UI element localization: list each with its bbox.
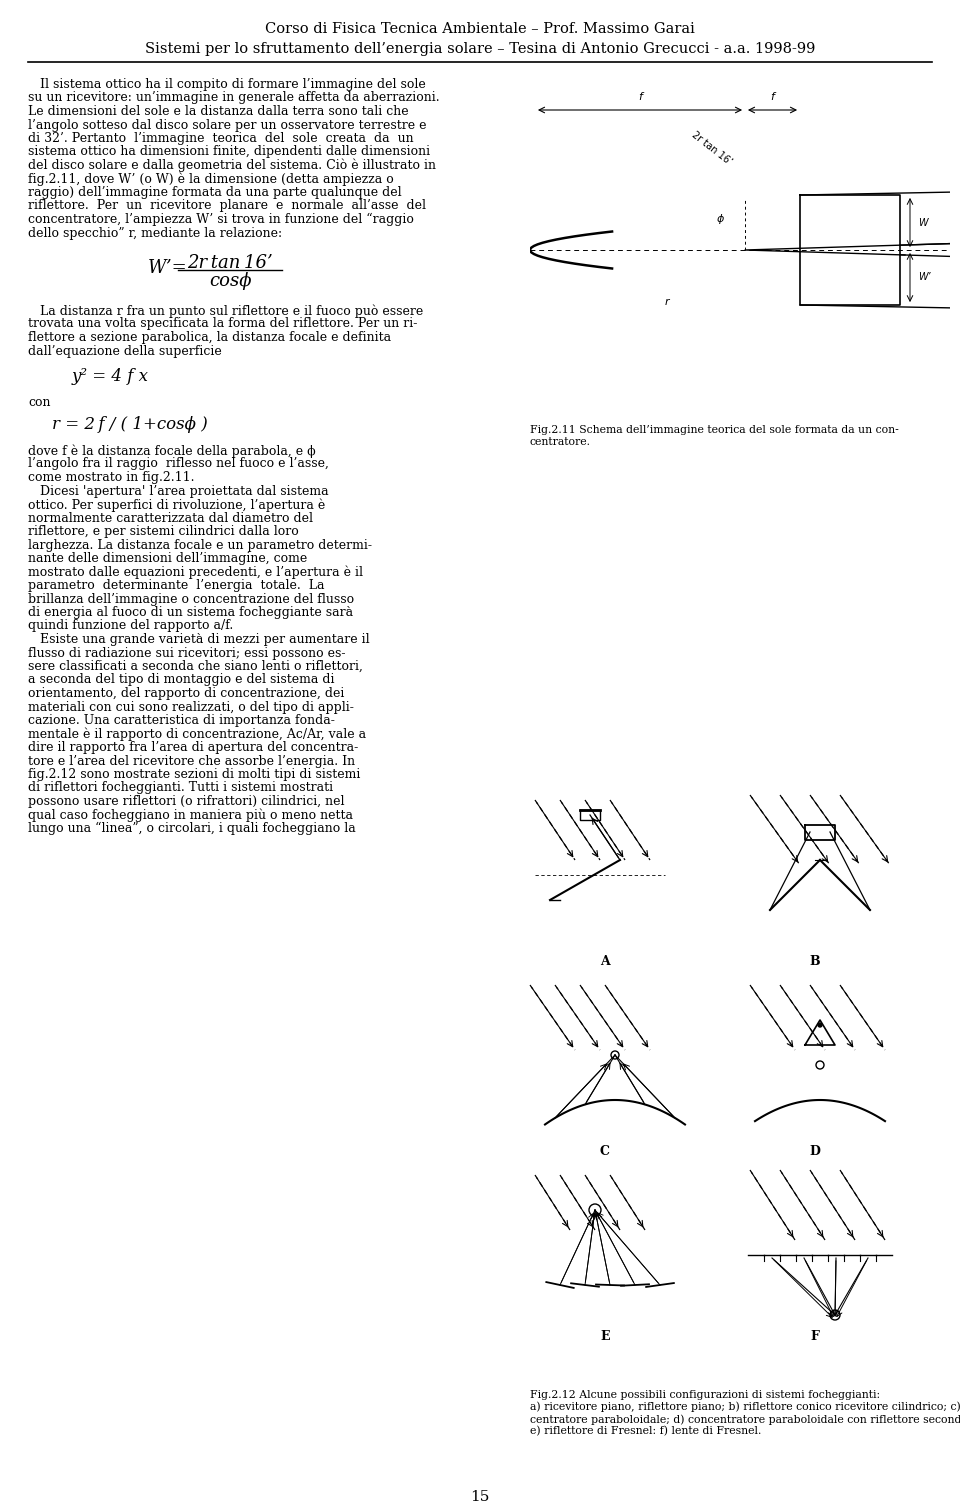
- Text: possono usare riflettori (o rifrattori) cilindrici, nel: possono usare riflettori (o rifrattori) …: [28, 795, 345, 807]
- Text: fig.2.11, dove W’ (o W) è la dimensione (detta ampiezza o: fig.2.11, dove W’ (o W) è la dimensione …: [28, 172, 394, 186]
- Text: f: f: [771, 92, 775, 101]
- Text: dall’equazione della superficie: dall’equazione della superficie: [28, 345, 222, 357]
- Text: Fig.2.12 Alcune possibili configurazioni di sistemi focheggianti:
a) ricevitore : Fig.2.12 Alcune possibili configurazioni…: [530, 1390, 960, 1436]
- Text: di 32’. Pertanto  l’immagine  teorica  del  sole  creata  da  un: di 32’. Pertanto l’immagine teorica del …: [28, 132, 414, 145]
- Text: fig.2.12 sono mostrate sezioni di molti tipi di sistemi: fig.2.12 sono mostrate sezioni di molti …: [28, 768, 360, 782]
- Text: E: E: [600, 1331, 610, 1343]
- Text: tore e l’area del ricevitore che assorbe l’energia. In: tore e l’area del ricevitore che assorbe…: [28, 754, 355, 768]
- Text: cazione. Una caratteristica di importanza fonda-: cazione. Una caratteristica di importanz…: [28, 714, 335, 727]
- Text: r: r: [665, 296, 670, 307]
- Text: concentratore, l’ampiezza W’ si trova in funzione del “raggio: concentratore, l’ampiezza W’ si trova in…: [28, 213, 414, 227]
- Text: qual caso focheggiano in maniera più o meno netta: qual caso focheggiano in maniera più o m…: [28, 809, 353, 823]
- Text: lungo una “linea”, o circolari, i quali focheggiano la: lungo una “linea”, o circolari, i quali …: [28, 823, 356, 835]
- Text: mentale è il rapporto di concentrazione, Ac/Ar, vale a: mentale è il rapporto di concentrazione,…: [28, 727, 366, 741]
- Text: orientamento, del rapporto di concentrazione, dei: orientamento, del rapporto di concentraz…: [28, 686, 345, 700]
- Text: y² = 4 f x: y² = 4 f x: [72, 367, 149, 386]
- Text: come mostrato in fig.2.11.: come mostrato in fig.2.11.: [28, 472, 195, 484]
- Text: flusso di radiazione sui ricevitori; essi possono es-: flusso di radiazione sui ricevitori; ess…: [28, 647, 346, 659]
- Text: flettore a sezione parabolica, la distanza focale e definita: flettore a sezione parabolica, la distan…: [28, 331, 391, 345]
- Text: ottico. Per superfici di rivoluzione, l’apertura è: ottico. Per superfici di rivoluzione, l’…: [28, 497, 325, 511]
- Text: l’angolo sotteso dal disco solare per un osservatore terrestre e: l’angolo sotteso dal disco solare per un…: [28, 118, 426, 132]
- Text: sistema ottico ha dimensioni finite, dipendenti dalle dimensioni: sistema ottico ha dimensioni finite, dip…: [28, 145, 430, 159]
- Text: r = 2 f / ( 1+cosϕ ): r = 2 f / ( 1+cosϕ ): [52, 416, 207, 432]
- Text: dello specchio” r, mediante la relazione:: dello specchio” r, mediante la relazione…: [28, 227, 282, 239]
- Text: brillanza dell’immagine o concentrazione del flusso: brillanza dell’immagine o concentrazione…: [28, 593, 354, 605]
- Text: Sistemi per lo sfruttamento dell’energia solare – Tesina di Antonio Grecucci - a: Sistemi per lo sfruttamento dell’energia…: [145, 42, 815, 56]
- Text: larghezza. La distanza focale e un parametro determi-: larghezza. La distanza focale e un param…: [28, 538, 372, 552]
- Text: nante delle dimensioni dell’immagine, come: nante delle dimensioni dell’immagine, co…: [28, 552, 307, 565]
- Text: riflettore.  Per  un  ricevitore  planare  e  normale  all’asse  del: riflettore. Per un ricevitore planare e …: [28, 200, 426, 213]
- Text: su un ricevitore: un’immagine in generale affetta da aberrazioni.: su un ricevitore: un’immagine in general…: [28, 92, 440, 104]
- Text: Esiste una grande varietà di mezzi per aumentare il: Esiste una grande varietà di mezzi per a…: [28, 634, 370, 646]
- Text: dire il rapporto fra l’area di apertura del concentra-: dire il rapporto fra l’area di apertura …: [28, 741, 358, 754]
- Text: l’angolo fra il raggio  riflesso nel fuoco e l’asse,: l’angolo fra il raggio riflesso nel fuoc…: [28, 458, 329, 470]
- Text: W: W: [918, 218, 927, 227]
- Text: B: B: [809, 956, 820, 968]
- Text: quindi funzione del rapporto a/f.: quindi funzione del rapporto a/f.: [28, 620, 233, 632]
- Text: Le dimensioni del sole e la distanza dalla terra sono tali che: Le dimensioni del sole e la distanza dal…: [28, 104, 409, 118]
- Text: dove f è la distanza focale della parabola, e ϕ: dove f è la distanza focale della parabo…: [28, 445, 316, 458]
- Text: materiali con cui sono realizzati, o del tipo di appli-: materiali con cui sono realizzati, o del…: [28, 700, 354, 714]
- Text: normalmente caratterizzata dal diametro del: normalmente caratterizzata dal diametro …: [28, 511, 313, 525]
- Text: di riflettori focheggianti. Tutti i sistemi mostrati: di riflettori focheggianti. Tutti i sist…: [28, 782, 333, 794]
- Text: 2r tan 16’: 2r tan 16’: [690, 130, 734, 166]
- Text: mostrato dalle equazioni precedenti, e l’apertura è il: mostrato dalle equazioni precedenti, e l…: [28, 565, 363, 579]
- Text: A: A: [600, 956, 610, 968]
- Text: F: F: [810, 1331, 820, 1343]
- Text: sere classificati a seconda che siano lenti o riflettori,: sere classificati a seconda che siano le…: [28, 661, 363, 673]
- Text: di energia al fuoco di un sistema focheggiante sarà: di energia al fuoco di un sistema focheg…: [28, 606, 353, 618]
- Text: Il sistema ottico ha il compito di formare l’immagine del sole: Il sistema ottico ha il compito di forma…: [28, 79, 425, 91]
- Text: W’: W’: [918, 272, 930, 283]
- Text: C: C: [600, 1145, 610, 1158]
- Text: con: con: [28, 396, 51, 410]
- Text: raggio) dell’immagine formata da una parte qualunque del: raggio) dell’immagine formata da una par…: [28, 186, 401, 200]
- Text: del disco solare e dalla geometria del sistema. Ciò è illustrato in: del disco solare e dalla geometria del s…: [28, 159, 436, 172]
- Text: W’=: W’=: [148, 259, 188, 277]
- Text: Corso di Fisica Tecnica Ambientale – Prof. Massimo Garai: Corso di Fisica Tecnica Ambientale – Pro…: [265, 23, 695, 36]
- Text: D: D: [809, 1145, 821, 1158]
- Text: cosϕ: cosϕ: [208, 272, 252, 290]
- Text: 15: 15: [470, 1489, 490, 1504]
- Text: Dicesi 'apertura' l’area proiettata dal sistema: Dicesi 'apertura' l’area proiettata dal …: [28, 484, 328, 497]
- Text: ϕ: ϕ: [717, 215, 725, 224]
- Text: riflettore, e per sistemi cilindrici dalla loro: riflettore, e per sistemi cilindrici dal…: [28, 525, 299, 538]
- Text: a seconda del tipo di montaggio e del sistema di: a seconda del tipo di montaggio e del si…: [28, 673, 334, 686]
- Text: f: f: [638, 92, 642, 101]
- Text: trovata una volta specificata la forma del riflettore. Per un ri-: trovata una volta specificata la forma d…: [28, 318, 418, 331]
- Text: 2r tan 16’: 2r tan 16’: [187, 254, 273, 272]
- Text: La distanza r fra un punto sul riflettore e il fuoco può essere: La distanza r fra un punto sul riflettor…: [28, 304, 423, 318]
- Text: Fig.2.11 Schema dell’immagine teorica del sole formata da un con-
centratore.: Fig.2.11 Schema dell’immagine teorica de…: [530, 425, 899, 446]
- Circle shape: [818, 1024, 822, 1027]
- Text: parametro  determinante  l’energia  totale.  La: parametro determinante l’energia totale.…: [28, 579, 324, 593]
